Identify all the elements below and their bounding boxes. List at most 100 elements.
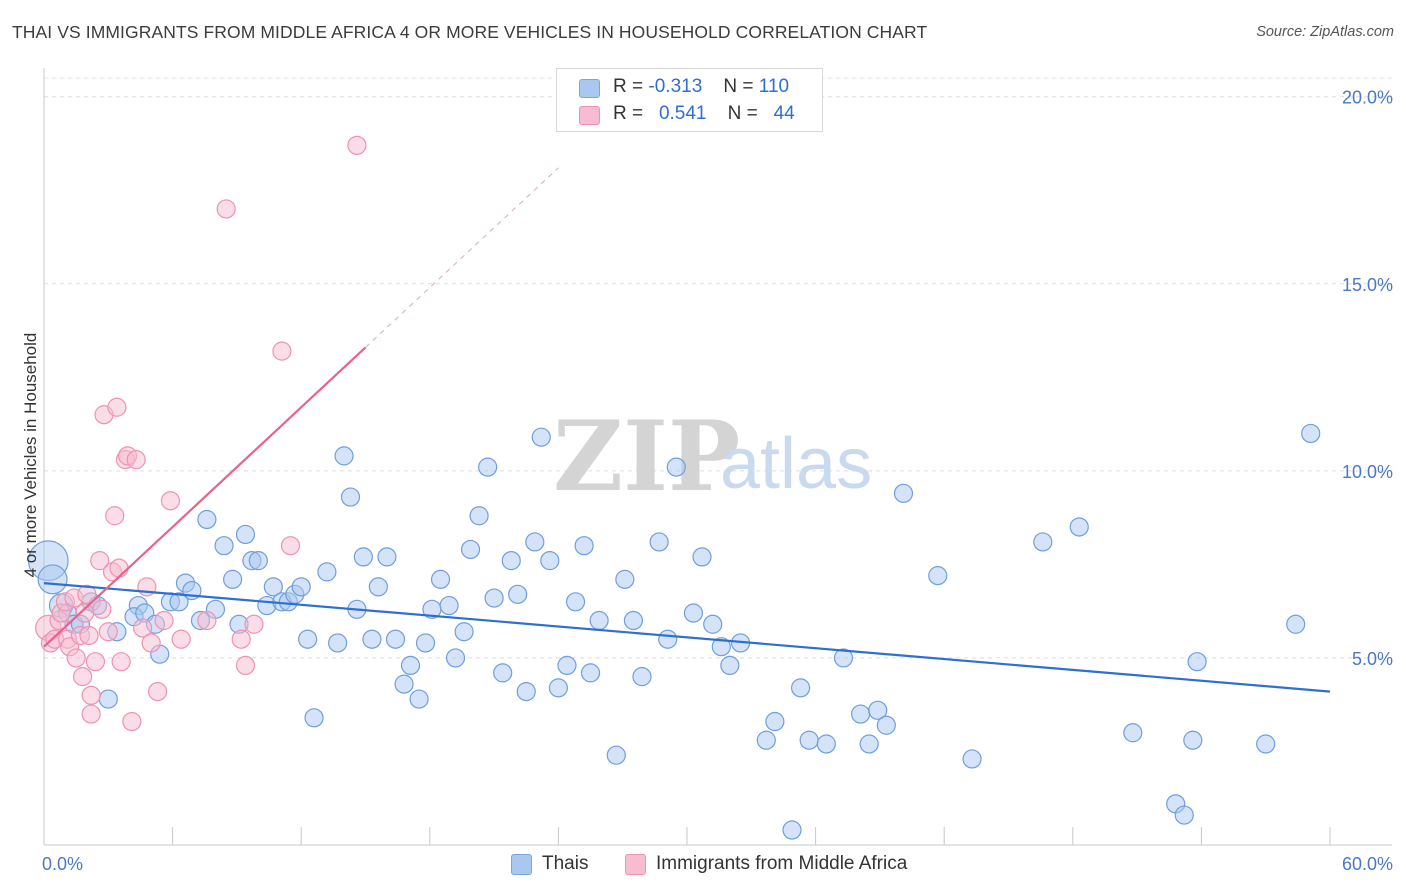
data-point [876,715,896,735]
r-value-thais: -0.313 [648,76,703,97]
data-point [606,745,626,765]
data-point [859,734,879,754]
data-point [197,509,217,530]
data-point [223,569,243,589]
data-point [445,648,466,668]
data-point [394,674,414,694]
trend-line-africa-extension [365,167,559,348]
watermark-atlas: atlas [720,424,872,504]
data-point [291,577,311,597]
data-point [92,599,112,619]
data-point [77,584,97,604]
data-point [141,633,161,653]
data-point [368,577,388,597]
data-point [765,711,785,732]
data-point [347,135,367,155]
series-thais [27,423,1321,840]
data-point [147,681,168,702]
x-tick-label: 60.0% [1342,854,1393,874]
data-point [928,566,948,586]
data-point [962,749,982,769]
data-point [484,588,504,608]
data-point [833,648,854,668]
data-point [720,655,740,676]
data-point [454,622,474,642]
data-point [1183,730,1203,750]
data-point [623,610,644,631]
chart-title: THAI VS IMMIGRANTS FROM MIDDLE AFRICA 4 … [12,22,928,42]
data-point [263,577,283,597]
series-africa [35,135,367,732]
data-point [469,506,489,526]
data-point [589,610,609,631]
data-point [107,397,127,417]
trend-line-thais [43,582,1331,693]
data-point [72,667,93,687]
legend-text-africa: R = 0.541 N = 44 [613,103,795,125]
data-point [460,539,481,560]
data-point [508,584,528,604]
data-point [799,730,819,750]
data-point [109,558,129,578]
n-value-africa: 44 [773,103,795,124]
data-point [105,506,125,526]
source-label: Source: ZipAtlas.com [1256,24,1394,40]
data-point [298,629,318,649]
correlation-legend: R = -0.313 N = 110 R = 0.541 N = 44 [556,68,823,132]
data-point [90,551,110,571]
data-point [85,652,106,672]
data-point [66,648,86,668]
series-legend: Thais Immigrants from Middle Africa [0,852,1406,878]
data-point [362,629,382,649]
data-point [171,629,191,649]
data-point [430,569,451,589]
data-point [790,678,811,698]
legend-text-thais: R = -0.313 N = 110 [613,76,789,98]
data-point [75,603,95,623]
data-point [692,547,712,567]
data-point [81,704,101,724]
data-point [272,341,292,361]
data-point [1123,723,1143,743]
data-point [385,629,406,649]
watermark-zip: ZIP [553,400,740,513]
data-point [557,655,577,676]
data-point [304,708,324,728]
data-point [1301,423,1321,444]
data-point [531,427,551,447]
data-point [340,487,361,507]
data-point [1256,734,1276,754]
n-value-thais: 110 [758,76,790,97]
y-tick-label: 15.0% [1342,275,1393,295]
r-label: R = [613,76,644,97]
data-point [98,622,118,642]
data-point [216,199,236,219]
data-point [235,655,256,676]
legend-swatch-africa [625,854,646,875]
data-point [501,551,521,571]
data-point [478,457,498,477]
data-point [317,562,337,582]
data-point [334,446,354,466]
data-point [565,592,586,612]
data-point [400,655,421,676]
data-point [868,700,888,720]
n-label: N = [727,103,758,124]
data-point [81,685,101,705]
r-label: R = [613,103,644,124]
data-point [197,610,217,631]
data-point [525,532,545,552]
data-point [409,689,429,709]
data-point [493,663,513,683]
data-point [816,734,836,754]
data-point [377,547,397,567]
data-point [169,592,189,612]
data-point [235,524,256,545]
data-point [1069,517,1089,537]
n-label: N = [723,76,754,97]
data-point [711,637,731,657]
data-point [540,551,560,571]
data-point [126,450,146,470]
watermark: ZIP atlas [553,400,872,513]
